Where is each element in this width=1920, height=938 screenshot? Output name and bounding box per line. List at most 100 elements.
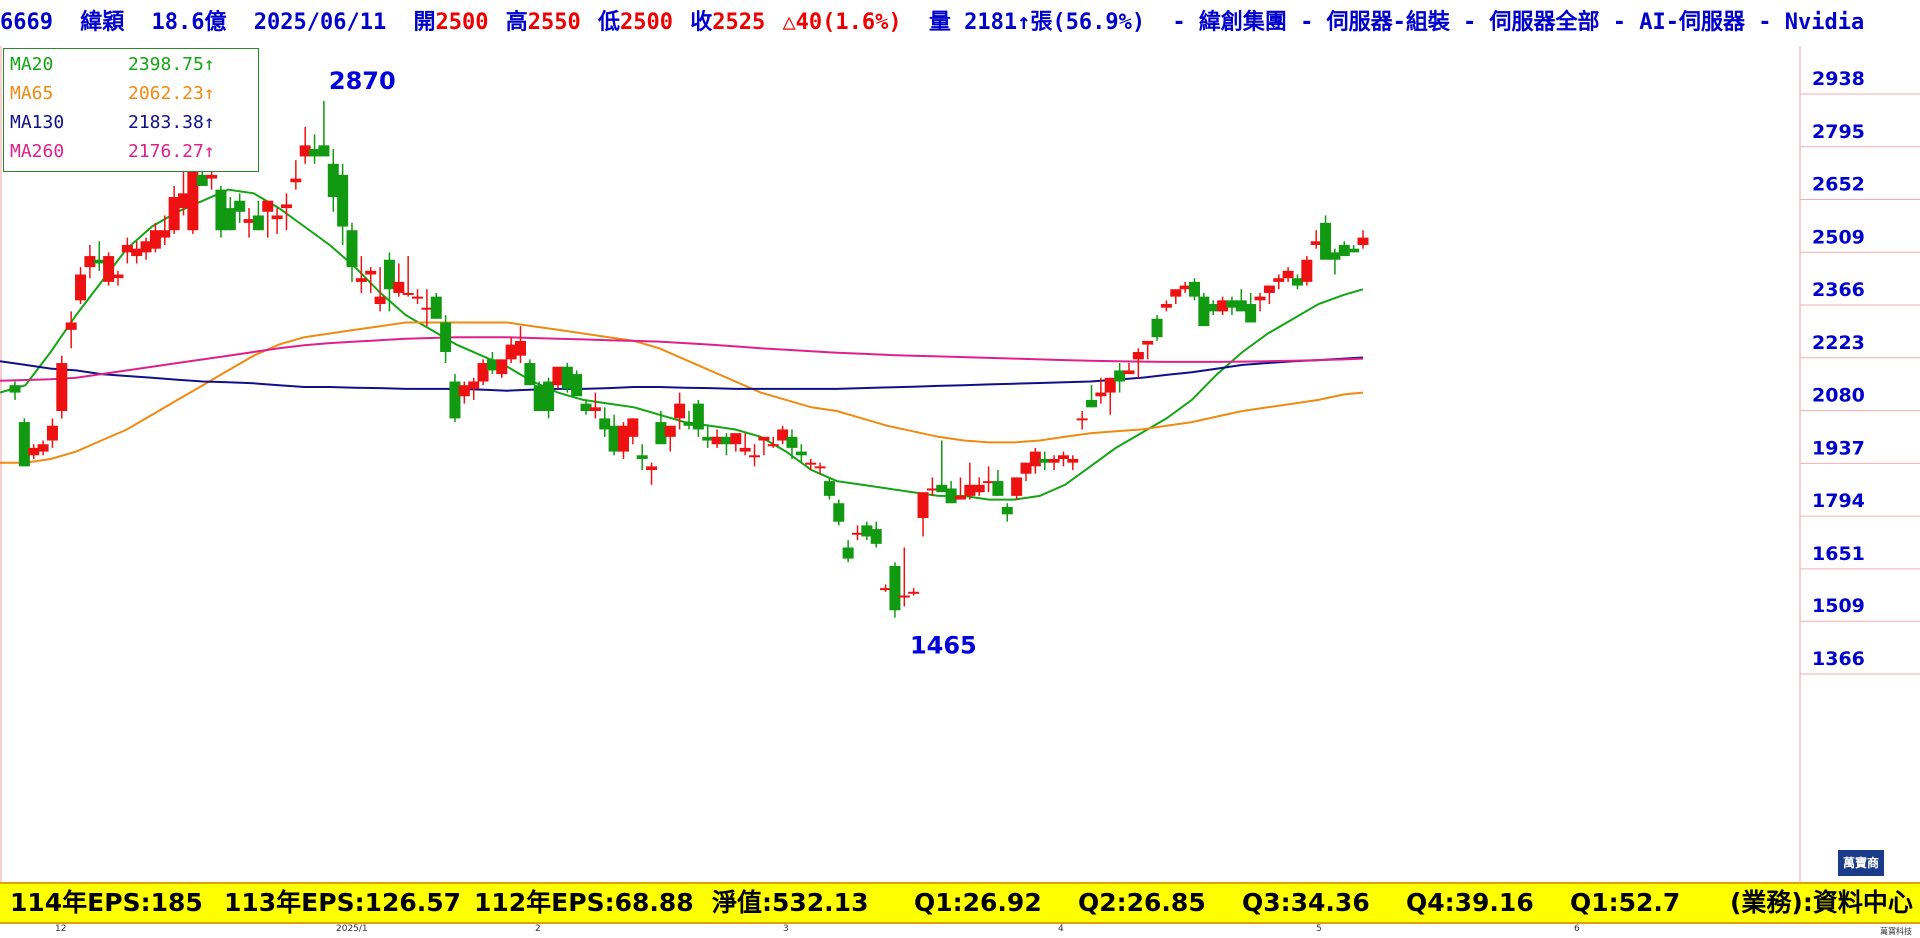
stock-code[interactable]: 6669 bbox=[0, 10, 53, 35]
candle-body bbox=[1170, 289, 1182, 297]
candle-body bbox=[1039, 458, 1051, 463]
candle bbox=[243, 208, 255, 238]
candle bbox=[664, 425, 676, 452]
candle bbox=[402, 256, 414, 297]
candle bbox=[767, 436, 779, 448]
candle bbox=[318, 101, 330, 157]
candle bbox=[1235, 289, 1247, 312]
candle-body bbox=[926, 488, 938, 491]
legend-ma130-name: MA130 bbox=[10, 112, 65, 133]
candle-body bbox=[992, 481, 1004, 496]
candle bbox=[1020, 462, 1032, 482]
candle-body bbox=[1123, 370, 1135, 375]
candle-body bbox=[299, 145, 311, 157]
candle-body bbox=[524, 363, 536, 386]
candle bbox=[1029, 447, 1041, 474]
candle-body bbox=[954, 495, 966, 500]
candle-body bbox=[402, 292, 414, 295]
candle-body bbox=[852, 532, 863, 535]
candle-body bbox=[505, 344, 517, 360]
quote-header: 6669 緯穎 18.6億 2025/06/11 開2500 高2550 低25… bbox=[0, 0, 1920, 47]
candle-body bbox=[711, 436, 723, 445]
high-label: 高 bbox=[505, 10, 528, 35]
candle bbox=[758, 436, 770, 456]
candle bbox=[889, 562, 901, 618]
candle bbox=[702, 425, 714, 448]
candle-body bbox=[309, 149, 321, 157]
candle-body bbox=[1095, 392, 1107, 397]
candle bbox=[346, 222, 358, 282]
candle-body bbox=[627, 418, 639, 437]
candle bbox=[954, 477, 966, 500]
candle bbox=[646, 462, 658, 485]
candle bbox=[833, 499, 845, 526]
candle-body bbox=[1160, 304, 1172, 308]
candle bbox=[1151, 315, 1163, 341]
candle-body bbox=[196, 174, 208, 186]
y-tick-label: 2652 bbox=[1812, 174, 1865, 196]
candle-body bbox=[608, 425, 620, 452]
candle-body bbox=[983, 481, 995, 484]
candle bbox=[355, 256, 367, 293]
candle bbox=[571, 370, 583, 397]
candle-body bbox=[56, 363, 68, 412]
candle bbox=[477, 359, 489, 386]
candle-body bbox=[889, 565, 901, 611]
candle-body bbox=[1338, 244, 1350, 257]
candle-body bbox=[280, 204, 292, 209]
candle-body bbox=[1198, 296, 1210, 327]
candle bbox=[1132, 348, 1144, 378]
candle bbox=[842, 540, 854, 563]
candle-body bbox=[103, 256, 115, 282]
candle-body bbox=[75, 274, 87, 301]
legend-ma260: MA260 2176.27↑ bbox=[10, 138, 250, 166]
candle bbox=[65, 311, 77, 349]
candle-body bbox=[739, 447, 751, 452]
candle bbox=[711, 429, 723, 448]
candle-body bbox=[18, 422, 30, 467]
candle bbox=[458, 381, 470, 404]
candle-body bbox=[1301, 259, 1313, 282]
candle-body bbox=[805, 462, 817, 465]
ma-line-ma65 bbox=[0, 321, 1364, 464]
q1-eps: Q1:26.92 bbox=[914, 888, 1042, 917]
candle bbox=[1263, 285, 1275, 305]
candle-body bbox=[187, 171, 199, 231]
candle-body bbox=[1142, 340, 1154, 345]
y-tick-label: 2938 bbox=[1812, 68, 1865, 90]
candle bbox=[608, 414, 620, 456]
candle bbox=[1226, 296, 1238, 316]
candle bbox=[178, 163, 189, 216]
legend-ma260-value: 2176.27↑ bbox=[128, 141, 215, 162]
candle bbox=[1039, 451, 1051, 471]
candle bbox=[449, 374, 461, 423]
candle-body bbox=[46, 425, 58, 441]
candle bbox=[18, 418, 30, 467]
candle bbox=[533, 381, 545, 412]
candle-body bbox=[355, 278, 367, 282]
candle-body bbox=[318, 145, 330, 157]
candle bbox=[1245, 292, 1257, 323]
low-label: 低 bbox=[597, 10, 620, 35]
candle bbox=[795, 444, 807, 463]
candle-body bbox=[1029, 451, 1041, 467]
candle bbox=[617, 422, 629, 459]
candle bbox=[1348, 244, 1360, 253]
price-chart[interactable]: 2938 2795 2652 2509 2366 2223 2080 1937 1794 1651… bbox=[0, 46, 1920, 882]
candle-body bbox=[252, 215, 264, 231]
candle-body bbox=[599, 418, 611, 430]
candle-body bbox=[515, 340, 526, 356]
candle bbox=[926, 477, 938, 496]
x-label-dec: 12 bbox=[55, 924, 67, 934]
candle-body bbox=[589, 407, 601, 412]
candle bbox=[1095, 377, 1107, 404]
candle-body bbox=[936, 484, 948, 493]
candle bbox=[37, 440, 49, 456]
candle bbox=[561, 363, 573, 393]
candle-body bbox=[262, 200, 274, 212]
candle-body bbox=[159, 230, 171, 238]
close-value: 2525 bbox=[712, 10, 766, 35]
eps-info-bar: 114年EPS:185 113年EPS:126.57 112年EPS:68.88… bbox=[0, 882, 1920, 924]
candle-body bbox=[702, 436, 714, 441]
candle bbox=[1273, 274, 1285, 290]
